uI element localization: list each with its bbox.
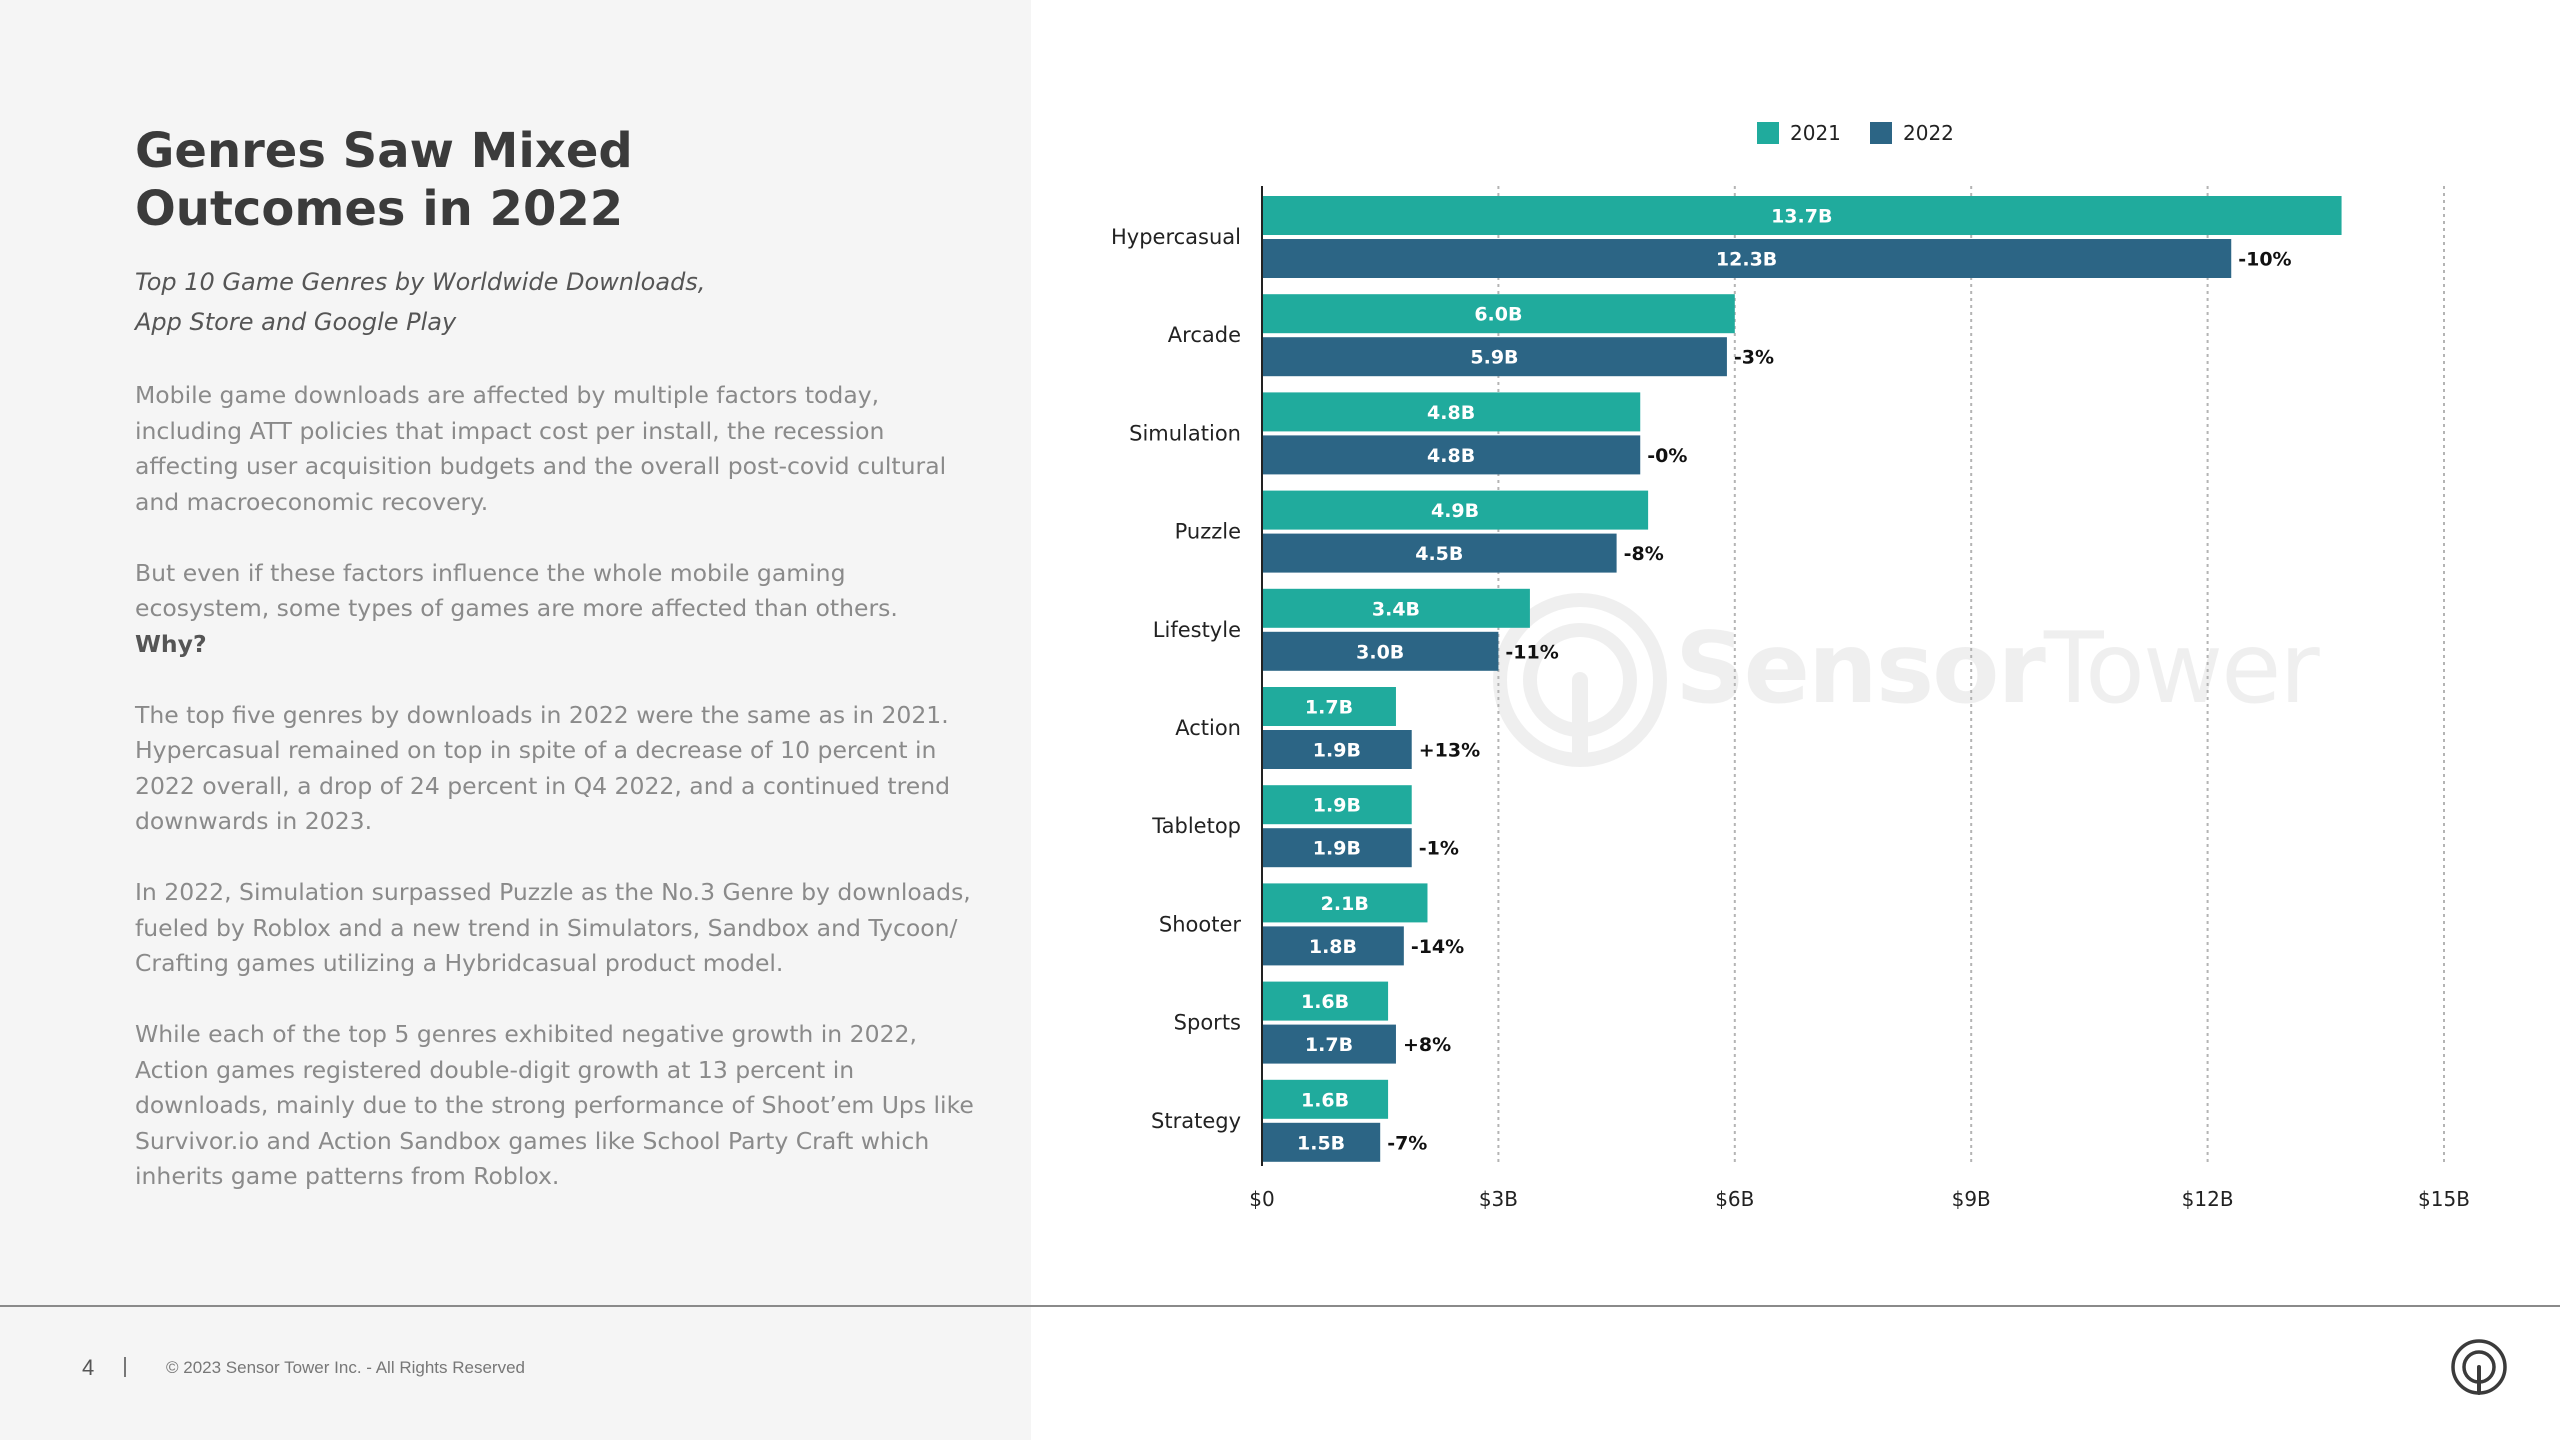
category-label: Lifestyle — [1153, 618, 1241, 642]
bar-value-label: 1.9B — [1313, 740, 1361, 762]
bar-2022-lifestyle[interactable] — [1263, 631, 1499, 671]
bar-value-label: 1.6B — [1301, 991, 1349, 1013]
change-label: -14% — [1411, 936, 1464, 958]
bar-value-label: 4.8B — [1427, 445, 1475, 467]
page-title-line: Outcomes in 2022 — [135, 181, 624, 237]
x-tick-label: $12B — [2182, 1187, 2234, 1211]
bar-2022-tabletop[interactable] — [1263, 828, 1412, 868]
legend: 2021 2022 — [1757, 121, 1954, 145]
category-label: Arcade — [1168, 323, 1241, 347]
why-emphasis: Why? — [135, 629, 207, 658]
category-label: Tabletop — [1151, 814, 1241, 838]
legend-label: 2022 — [1903, 121, 1954, 145]
bar-value-label: 3.4B — [1372, 598, 1420, 620]
x-tick-label: $6B — [1715, 1187, 1754, 1211]
bar-value-label: 6.0B — [1474, 304, 1522, 326]
footer-divider — [0, 1305, 2560, 1307]
page-title: Genres Saw Mixed Outcomes in 2022 — [135, 122, 835, 238]
bar-value-label: 1.8B — [1309, 936, 1357, 958]
bar-2021-arcade[interactable] — [1263, 294, 1735, 334]
bar-2022-shooter[interactable] — [1263, 926, 1404, 966]
bar-2021-tabletop[interactable] — [1263, 785, 1412, 825]
subtitle-line: App Store and Google Play — [135, 308, 457, 336]
bar-2022-puzzle[interactable] — [1263, 533, 1617, 573]
x-tick-label: $3B — [1479, 1187, 1518, 1211]
legend-swatch — [1870, 122, 1892, 144]
copyright: © 2023 Sensor Tower Inc. - All Rights Re… — [166, 1358, 525, 1377]
category-label: Action — [1175, 716, 1241, 740]
axis-layer: $0 $3B $6B $9B $12B $15B — [1249, 186, 2470, 1211]
paragraph-text: But even if these factors influence the … — [135, 558, 898, 623]
change-label: -7% — [1387, 1132, 1427, 1154]
bar-value-label: 1.7B — [1305, 697, 1353, 719]
bar-value-label: 3.0B — [1356, 641, 1404, 663]
bar-value-label: 4.5B — [1415, 543, 1463, 565]
bar-2022-simulation[interactable] — [1263, 435, 1641, 475]
bar-2022-strategy[interactable] — [1263, 1122, 1381, 1162]
change-label: -8% — [1624, 543, 1664, 565]
category-label: Strategy — [1151, 1109, 1241, 1133]
bar-2021-puzzle[interactable] — [1263, 490, 1649, 530]
bar-value-label: 1.9B — [1313, 795, 1361, 817]
bar-2021-simulation[interactable] — [1263, 392, 1641, 432]
x-tick-label: $15B — [2418, 1187, 2470, 1211]
bar-value-label: 1.7B — [1305, 1034, 1353, 1056]
category-label: Simulation — [1129, 421, 1241, 445]
bar-value-label: 13.7B — [1771, 206, 1832, 228]
legend-label: 2021 — [1790, 121, 1841, 145]
bar-2022-arcade[interactable] — [1263, 337, 1727, 377]
bar-value-label: 4.9B — [1431, 500, 1479, 522]
paragraph: While each of the top 5 genres exhibited… — [135, 1020, 974, 1190]
page-number: 4 — [82, 1355, 95, 1380]
bar-2022-action[interactable] — [1263, 730, 1412, 769]
category-label: Shooter — [1159, 912, 1241, 936]
change-label: +8% — [1403, 1034, 1451, 1056]
bar-value-label: 12.3B — [1716, 249, 1777, 271]
category-label: Puzzle — [1175, 520, 1241, 544]
change-label: -10% — [2238, 249, 2291, 271]
bar-value-label: 1.9B — [1313, 838, 1361, 860]
body-text: Mobile game downloads are affected by mu… — [135, 378, 975, 1230]
legend-swatch — [1757, 122, 1779, 144]
category-label: Hypercasual — [1111, 225, 1241, 249]
page-subtitle: Top 10 Game Genres by Worldwide Download… — [135, 262, 835, 342]
x-tick-label: $9B — [1952, 1187, 1991, 1211]
x-tick-label: $0 — [1249, 1187, 1274, 1211]
change-label: -11% — [1505, 641, 1558, 663]
change-label: -1% — [1419, 838, 1459, 860]
paragraph: The top five genres by downloads in 2022… — [135, 700, 951, 836]
change-label: -0% — [1647, 445, 1687, 467]
bar-2021-shooter[interactable] — [1263, 883, 1428, 923]
bar-2022-hypercasual[interactable] — [1263, 239, 2232, 278]
bar-2021-hypercasual[interactable] — [1263, 196, 2342, 235]
bar-value-label: 4.8B — [1427, 402, 1475, 424]
footer-separator — [124, 1357, 126, 1377]
bar-value-label: 1.6B — [1301, 1089, 1349, 1111]
bar-2021-lifestyle[interactable] — [1263, 588, 1530, 628]
paragraph: But even if these factors influence the … — [135, 556, 975, 663]
sensor-tower-logo-icon[interactable] — [2450, 1338, 2508, 1396]
bar-2022-sports[interactable] — [1263, 1024, 1396, 1064]
paragraph: In 2022, Simulation surpassed Puzzle as … — [135, 878, 971, 977]
labels-layer: Hypercasual 13.7B 12.3B -10% Arcade 6.0B 5.9B -… — [1111, 206, 2292, 1155]
category-label: Sports — [1174, 1011, 1241, 1035]
page-title-line: Genres Saw Mixed — [135, 123, 633, 179]
bars-layer — [1263, 196, 2342, 1162]
bar-2021-action[interactable] — [1263, 687, 1396, 726]
bar-2021-strategy[interactable] — [1263, 1079, 1389, 1119]
bar-2021-sports[interactable] — [1263, 981, 1389, 1021]
bar-value-label: 5.9B — [1470, 347, 1518, 369]
bar-value-label: 1.5B — [1297, 1132, 1345, 1154]
bar-chart: Hypercasual 13.7B 12.3B -10% Arcade 6.0B 5.9B -… — [1111, 121, 2470, 1211]
subtitle-line: Top 10 Game Genres by Worldwide Download… — [135, 268, 706, 296]
change-label: +13% — [1419, 740, 1480, 762]
change-label: -3% — [1734, 347, 1774, 369]
left-panel: Genres Saw Mixed Outcomes in 2022 Top 10… — [0, 0, 1031, 1440]
bar-value-label: 2.1B — [1321, 893, 1369, 915]
paragraph: Mobile game downloads are affected by mu… — [135, 381, 947, 516]
